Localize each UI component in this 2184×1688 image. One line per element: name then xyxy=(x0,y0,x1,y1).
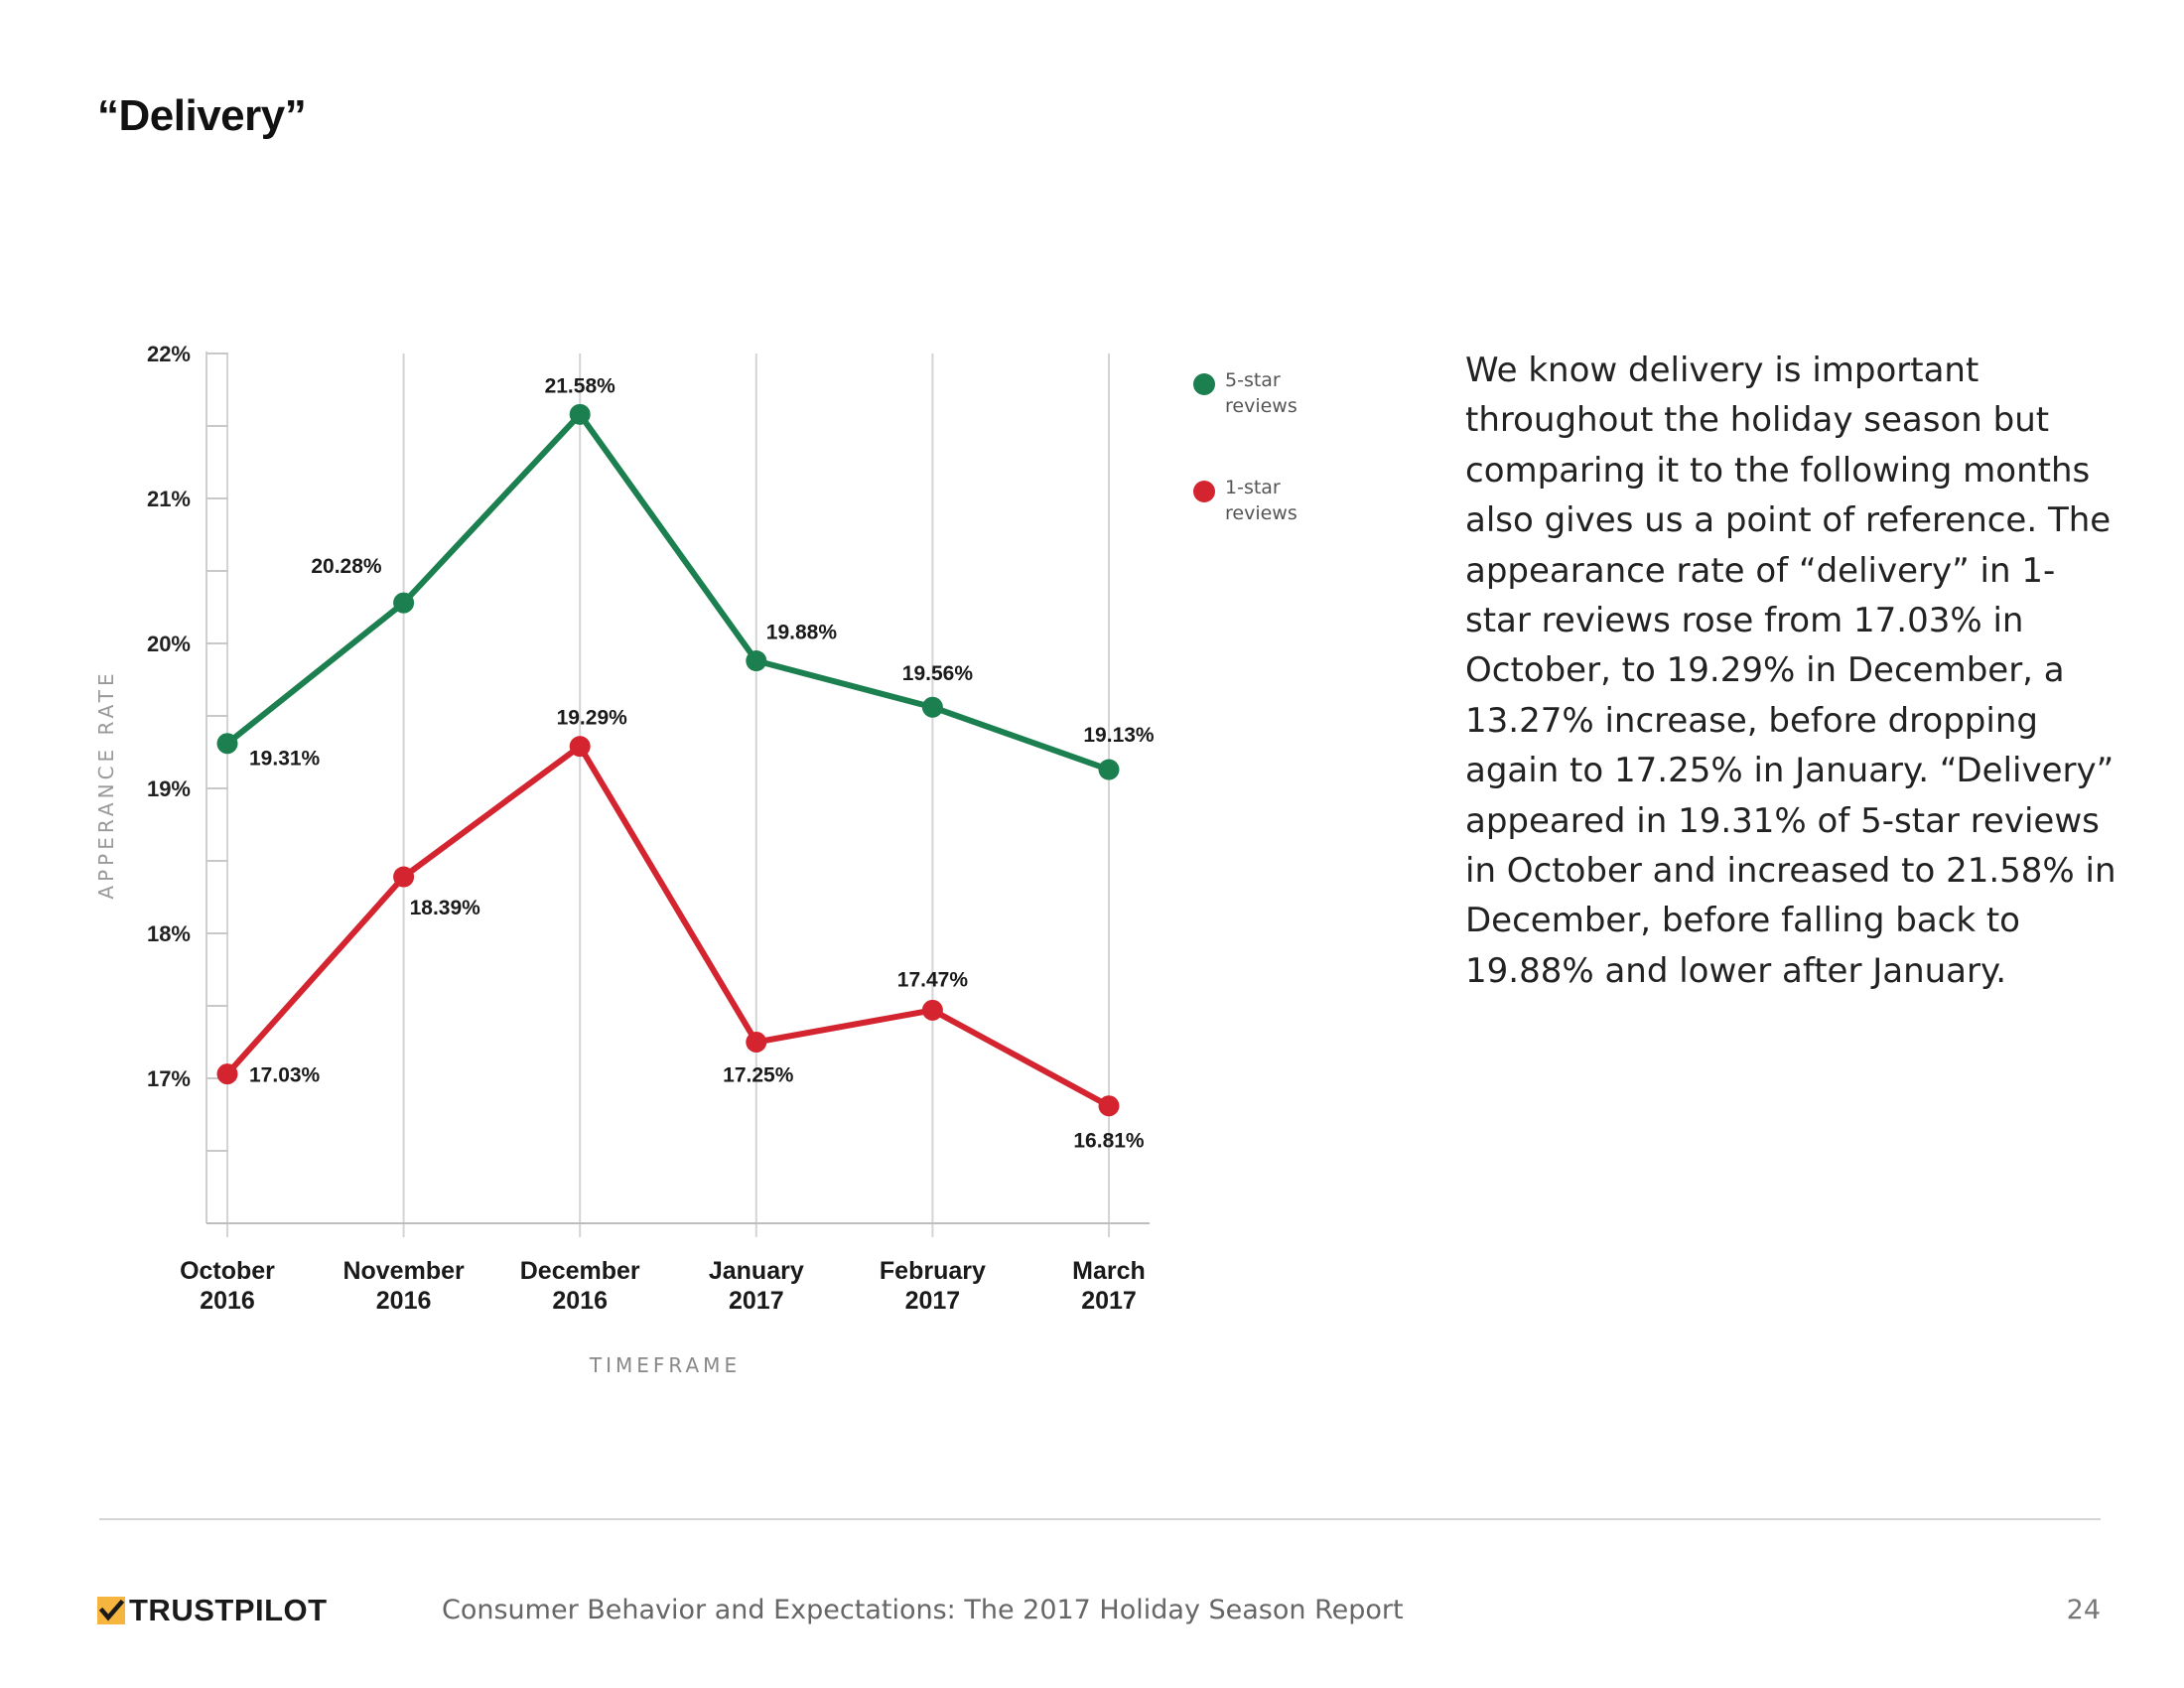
delivery-line-chart: 17%18%19%20%21%22%October2016November201… xyxy=(94,342,1155,1377)
x-axis-title: TIMEFRAME xyxy=(589,1353,741,1377)
data-label: 19.29% xyxy=(557,707,628,730)
data-label: 18.39% xyxy=(410,897,481,919)
x-tick-label: February xyxy=(880,1257,986,1285)
legend-label: 1-star reviews xyxy=(1225,477,1297,524)
y-tick-label: 18% xyxy=(147,921,191,946)
x-tick-label: October xyxy=(180,1257,275,1285)
x-tick-label-year: 2016 xyxy=(200,1287,255,1315)
data-point-5-star xyxy=(216,733,238,755)
data-label: 17.03% xyxy=(249,1064,321,1087)
page-title: “Delivery” xyxy=(97,91,307,140)
legend-red-dot-icon xyxy=(1193,481,1215,502)
x-tick-label-year: 2017 xyxy=(729,1287,784,1315)
y-tick-label: 17% xyxy=(147,1066,191,1091)
legend-label: 5-star reviews xyxy=(1225,369,1297,417)
data-label: 19.56% xyxy=(902,662,974,685)
x-tick-label-year: 2017 xyxy=(905,1287,961,1315)
page-number: 24 xyxy=(2066,1595,2101,1625)
data-point-5-star xyxy=(1098,759,1120,780)
series-line-1-star xyxy=(224,743,1111,1109)
brand-name: TRUSTPILOT xyxy=(129,1593,328,1627)
data-point-5-star xyxy=(921,696,943,718)
data-point-1-star xyxy=(393,866,415,888)
x-tick-label: November xyxy=(342,1257,465,1285)
checkmark-icon xyxy=(97,1597,125,1624)
data-point-5-star xyxy=(746,650,767,672)
data-label: 17.47% xyxy=(897,968,969,991)
report-title: Consumer Behavior and Expectations: The … xyxy=(442,1595,1404,1625)
data-point-5-star xyxy=(393,592,415,614)
data-label: 20.28% xyxy=(311,555,382,578)
x-tick-label: December xyxy=(520,1257,640,1285)
x-tick-label-year: 2017 xyxy=(1081,1287,1137,1315)
legend-green-dot-icon xyxy=(1193,373,1215,395)
data-point-1-star xyxy=(746,1032,767,1053)
data-label: 19.31% xyxy=(249,748,321,771)
data-point-1-star xyxy=(921,999,943,1021)
data-label: 19.13% xyxy=(1083,724,1155,747)
x-tick-label-year: 2016 xyxy=(376,1287,432,1315)
data-label: 17.25% xyxy=(723,1064,794,1087)
data-point-1-star xyxy=(569,736,591,758)
data-point-1-star xyxy=(216,1063,238,1085)
footer-divider xyxy=(99,1518,2101,1520)
x-tick-label: March xyxy=(1072,1257,1146,1285)
y-axis-title: APPERANCE RATE xyxy=(94,669,118,899)
y-tick-label: 21% xyxy=(147,487,191,511)
y-tick-label: 22% xyxy=(147,342,191,366)
data-point-5-star xyxy=(569,403,591,425)
body-text: We know delivery is important throughout… xyxy=(1465,351,2116,991)
x-tick-label: January xyxy=(709,1257,804,1285)
y-tick-label: 19% xyxy=(147,776,191,801)
data-point-1-star xyxy=(1098,1095,1120,1117)
data-label: 21.58% xyxy=(545,374,616,397)
data-label: 16.81% xyxy=(1073,1130,1145,1153)
data-label: 19.88% xyxy=(766,622,838,644)
x-tick-label-year: 2016 xyxy=(552,1287,608,1315)
y-tick-label: 20% xyxy=(147,632,191,656)
series-line-5-star xyxy=(225,411,1110,773)
